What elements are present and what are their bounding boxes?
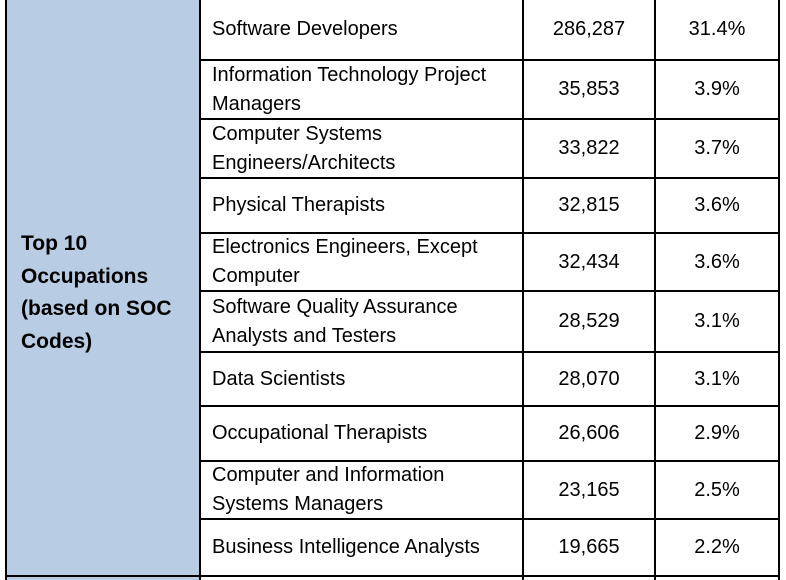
group-label: Top 10 Occupations (based on SOC Codes)	[21, 232, 172, 353]
occupation-cell: Business Intelligence Analysts	[212, 536, 480, 558]
count-cell: 19,665	[558, 536, 620, 558]
occupation-cell: Information Technology Project Managers	[212, 63, 487, 115]
percent-cell: 2.9%	[694, 422, 740, 444]
occupation-cell: Physical Therapists	[212, 194, 386, 216]
count-cell: 32,815	[558, 194, 620, 216]
row-divider	[199, 232, 780, 234]
occupation-cell: Electronics Engineers, Except Computer	[212, 236, 478, 287]
row-divider	[199, 118, 780, 120]
occupation-cell: Computer Systems Engineers/Architects	[212, 122, 396, 174]
row-divider	[199, 518, 780, 520]
row-divider	[199, 351, 780, 353]
border-left	[5, 0, 7, 580]
percent-cell: 3.7%	[694, 137, 740, 159]
percent-cell: 31.4%	[688, 18, 746, 40]
percent-cell: 2.5%	[694, 478, 740, 501]
percent-cell: 3.6%	[694, 194, 740, 216]
row-divider	[199, 460, 780, 462]
occupation-cell: Computer and Information Systems Manager…	[212, 464, 445, 515]
group-label-cell	[7, 0, 199, 575]
percent-cell: 3.6%	[694, 250, 740, 273]
occupation-cell: Occupational Therapists	[212, 422, 428, 444]
table-bottom-border	[5, 575, 780, 577]
percent-cell: 3.9%	[694, 78, 740, 100]
row-divider	[199, 177, 780, 179]
count-cell: 28,070	[558, 367, 620, 390]
count-cell: 32,434	[558, 250, 620, 273]
percent-cell: 3.1%	[694, 367, 740, 390]
row-divider	[199, 405, 780, 407]
percent-cell: 3.1%	[694, 310, 740, 332]
occupation-cell: Software Developers	[212, 18, 398, 40]
count-cell: 35,853	[558, 78, 620, 100]
count-cell: 286,287	[552, 18, 626, 40]
occupation-cell: Software Quality Assurance Analysts and …	[212, 295, 458, 347]
row-divider	[199, 59, 780, 61]
percent-cell: 2.2%	[694, 536, 740, 558]
count-cell: 26,606	[558, 422, 620, 444]
row-divider	[199, 290, 780, 292]
count-cell: 23,165	[558, 478, 620, 501]
count-cell: 33,822	[558, 137, 620, 159]
count-cell: 28,529	[558, 310, 620, 332]
occupation-cell: Data Scientists	[212, 367, 346, 390]
